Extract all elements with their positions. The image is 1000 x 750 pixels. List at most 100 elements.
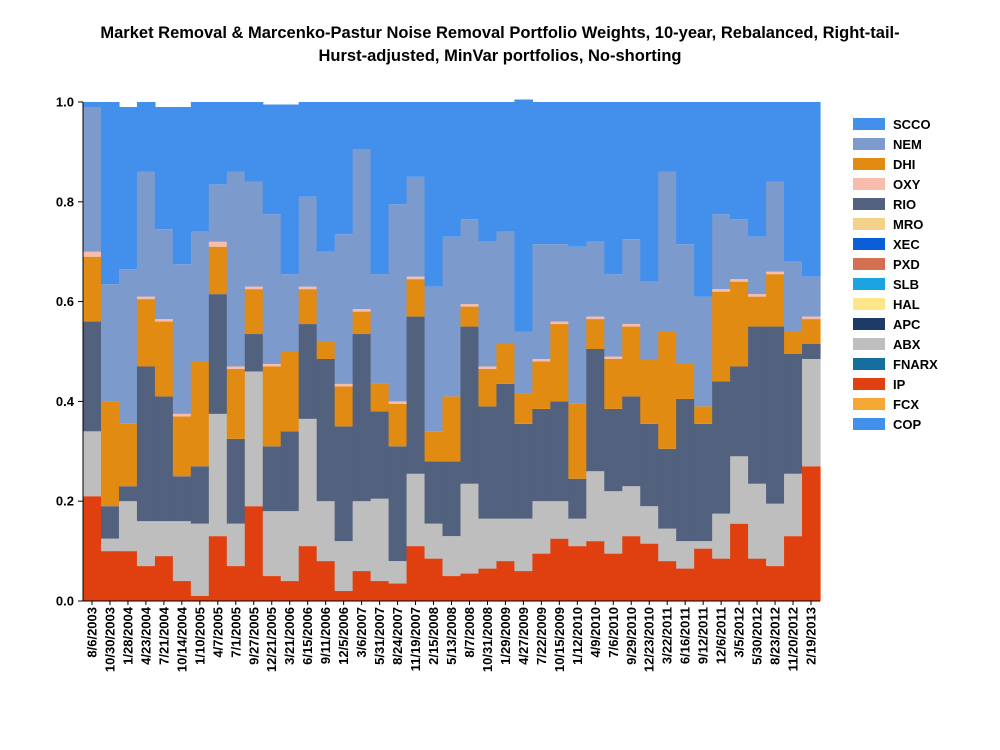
segment-scco-33 [676,102,695,245]
segment-dhi-14 [334,386,354,427]
segment-ip-10 [262,576,282,601]
segment-nem-34 [694,296,713,407]
legend-label-fnarx: FNARX [893,357,938,372]
segment-rio-3 [136,366,156,522]
segment-dhi-22 [478,368,498,407]
x-tick-label: 4/27/2009 [516,607,531,665]
x-tick-label: 7/1/2005 [228,607,243,658]
segment-abx-18 [406,473,426,547]
chart-title-line-1: Market Removal & Marcenko-Pastur Noise R… [100,24,899,42]
segment-rio-37 [748,326,767,484]
segment-scco-2 [118,106,138,270]
x-tick-label: 3/22/2011 [660,607,675,664]
segment-abx-21 [460,483,480,574]
segment-rio-31 [640,423,659,507]
segment-abx-25 [532,501,551,554]
segment-scco-12 [298,102,318,197]
segment-nem-37 [748,236,767,295]
x-tick-label: 12/5/2006 [336,607,351,665]
y-tick-label: 1.0 [56,95,74,110]
legend-swatch-fnarx [853,358,885,370]
x-tick-label: 9/12/2011 [696,607,711,664]
segment-ip-9 [244,506,264,601]
segment-scco-10 [262,104,282,215]
segment-rio-10 [262,446,282,512]
segment-scco-26 [550,102,569,245]
segment-scco-24 [514,99,533,332]
segment-ip-0 [83,496,102,601]
x-tick-label: 3/5/2012 [732,607,747,658]
segment-oxy-26 [550,321,569,325]
segment-ip-28 [586,541,605,601]
segment-abx-5 [172,521,192,582]
segment-rio-19 [424,461,444,524]
segment-dhi-20 [442,396,462,462]
segment-abx-9 [244,371,264,507]
segment-ip-37 [748,558,767,601]
segment-ip-11 [280,581,300,601]
segment-dhi-30 [622,326,641,397]
segment-nem-36 [730,219,749,280]
segment-ip-19 [424,558,444,601]
segment-scco-25 [532,102,551,245]
segment-scco-40 [802,102,821,277]
segment-dhi-13 [316,341,336,359]
segment-ip-13 [316,561,336,601]
segment-ip-23 [496,561,516,601]
segment-dhi-8 [226,368,246,439]
segment-scco-16 [370,102,390,275]
segment-rio-36 [730,366,749,457]
segment-scco-15 [352,102,372,150]
segment-ip-12 [298,546,318,601]
segment-abx-12 [298,418,318,547]
x-tick-label: 10/31/2008 [480,607,495,672]
segment-dhi-31 [640,358,659,424]
segment-oxy-36 [730,279,749,282]
legend-swatch-xec [853,238,885,250]
segment-nem-1 [100,284,120,402]
legend-swatch-scco [853,118,885,130]
segment-ip-5 [172,581,192,601]
segment-dhi-15 [352,311,372,335]
legend-swatch-ip [853,378,885,390]
segment-ip-29 [604,553,623,601]
y-tick-label: 0.4 [56,394,75,409]
segment-ip-1 [100,551,120,601]
x-tick-label: 7/21/2004 [156,606,171,665]
segment-rio-26 [550,401,569,502]
segment-rio-33 [676,398,695,542]
segment-oxy-18 [406,276,426,280]
segment-nem-35 [712,214,731,290]
legend-swatch-fcx [853,398,885,410]
segment-rio-11 [280,431,300,512]
segment-nem-22 [478,241,498,367]
segment-dhi-17 [388,403,408,447]
segment-dhi-39 [784,331,803,354]
segment-scco-23 [496,102,516,232]
segment-scco-38 [766,102,785,182]
x-tick-label: 8/7/2008 [462,607,477,658]
x-tick-label: 4/9/2010 [588,607,603,658]
segment-ip-6 [190,596,210,601]
segment-oxy-25 [532,358,551,362]
segment-abx-31 [640,506,659,544]
segment-nem-12 [298,196,318,287]
x-tick-label: 1/10/2005 [192,607,207,665]
segment-nem-38 [766,181,785,272]
segment-oxy-28 [586,316,605,320]
segment-rio-32 [658,448,677,529]
segment-oxy-7 [208,241,228,247]
segment-scco-0 [83,102,102,107]
x-tick-label: 3/6/2007 [354,607,369,658]
segment-abx-23 [496,518,516,562]
segment-dhi-4 [154,321,174,397]
segment-scco-6 [190,102,210,232]
x-tick-label: 1/29/2009 [498,607,513,665]
segment-ip-8 [226,566,246,601]
legend-label-cop: COP [893,417,922,432]
x-tick-label: 4/23/2004 [138,606,153,665]
segment-rio-2 [118,486,138,502]
segment-scco-17 [388,102,408,205]
x-tick-label: 11/19/2007 [408,607,423,671]
segment-scco-14 [334,102,354,235]
